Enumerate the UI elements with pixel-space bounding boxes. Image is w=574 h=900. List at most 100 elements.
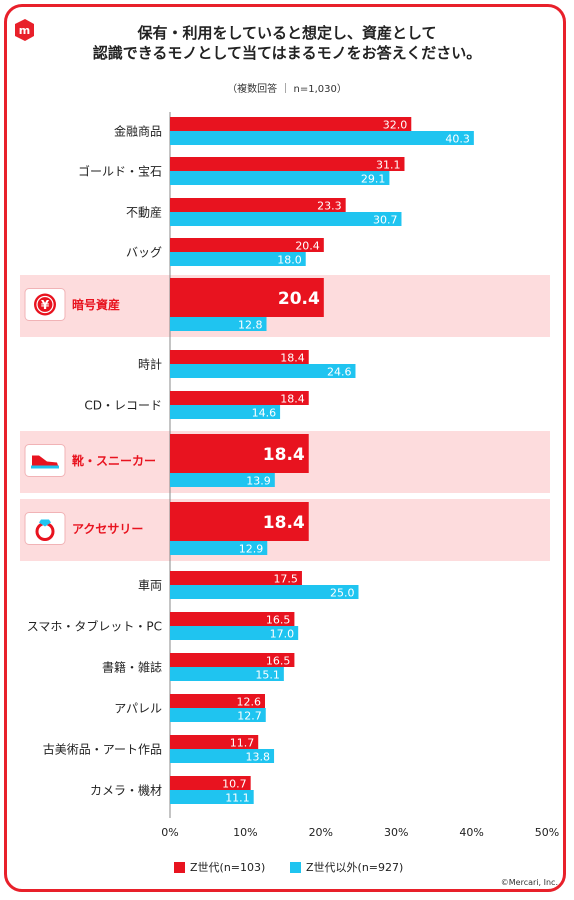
yen-coin-ring	[36, 295, 54, 314]
category-label-highlighted: アクセサリー	[72, 522, 143, 536]
data-label-z: 12.6	[237, 696, 262, 709]
category-label: バッグ	[126, 246, 162, 260]
data-label-z: 18.4	[280, 393, 305, 406]
yen-symbol: ¥	[41, 298, 50, 312]
x-tick-label: 30%	[384, 826, 408, 839]
bar-non-z-generation	[170, 749, 275, 763]
sample-note: （複数回答 ｜ n=1,030）	[227, 84, 347, 95]
mercari-logo-icon: m	[15, 19, 34, 41]
x-tick-label: 50%	[535, 826, 559, 839]
bar-z-generation	[170, 117, 412, 131]
bar-z-generation	[170, 571, 302, 585]
bar-z-generation	[170, 434, 309, 473]
data-label-z: 18.4	[263, 445, 305, 465]
bar-non-z-generation	[170, 626, 299, 640]
data-label-non-z: 12.7	[237, 710, 262, 723]
bar-non-z-generation	[170, 252, 306, 266]
data-label-z: 10.7	[222, 778, 247, 791]
copyright: ©Mercari, Inc.	[500, 878, 558, 887]
category-label: スマホ・タブレット・PC	[27, 619, 162, 634]
bar-non-z-generation	[170, 405, 281, 419]
data-label-non-z: 17.0	[270, 628, 295, 641]
data-label-non-z: 29.1	[361, 173, 386, 186]
data-label-non-z: 30.7	[373, 214, 398, 227]
data-label-non-z: 40.3	[445, 133, 470, 146]
category-label: 車両	[138, 579, 162, 593]
bar-non-z-generation	[170, 790, 254, 804]
bar-z-generation	[170, 198, 346, 212]
legend-swatch-other	[290, 861, 301, 873]
data-label-non-z: 12.8	[238, 319, 263, 332]
sneaker-sole	[31, 465, 59, 469]
data-label-non-z: 13.8	[246, 751, 271, 764]
sneaker-icon	[32, 455, 58, 466]
x-tick-label: 0%	[161, 826, 178, 839]
category-label-highlighted: 靴・スニーカー	[72, 453, 156, 468]
category-label: ゴールド・宝石	[78, 164, 162, 179]
data-label-z: 16.5	[266, 655, 291, 668]
data-label-non-z: 14.6	[252, 407, 277, 420]
data-label-z: 11.7	[230, 737, 255, 750]
legend-item-z: Z世代(n=103)	[174, 859, 265, 875]
bar-z-generation	[170, 502, 309, 541]
legend-swatch-z	[174, 861, 185, 873]
chart-title-line-2: 認識できるモノとして当てはまるモノをお答えください。	[92, 44, 482, 62]
data-label-non-z: 11.1	[225, 792, 250, 805]
x-tick-label: 40%	[459, 826, 483, 839]
category-label: 古美術品・アート作品	[43, 742, 162, 757]
category-label: 金融商品	[114, 124, 162, 139]
bar-z-generation	[170, 612, 295, 626]
bar-non-z-generation	[170, 171, 390, 185]
bar-z-generation	[170, 238, 324, 252]
data-label-z: 18.4	[263, 513, 305, 533]
bar-z-generation	[170, 157, 405, 171]
icon-card	[24, 512, 66, 545]
data-label-non-z: 25.0	[330, 587, 355, 600]
legend-label-z: Z世代(n=103)	[190, 861, 266, 874]
data-label-z: 20.4	[278, 289, 320, 309]
legend-label-other: Z世代以外(n=927)	[306, 861, 404, 874]
x-tick-label: 10%	[233, 826, 257, 839]
bar-z-generation	[170, 653, 295, 667]
bar-non-z-generation	[170, 667, 284, 681]
bar-non-z-generation	[170, 473, 275, 487]
data-label-z: 20.4	[295, 240, 320, 253]
category-label: 時計	[138, 357, 162, 372]
data-label-z: 32.0	[383, 119, 408, 132]
bar-non-z-generation	[170, 317, 267, 331]
data-label-non-z: 15.1	[255, 669, 280, 682]
bar-non-z-generation	[170, 364, 356, 378]
bar-z-generation	[170, 350, 309, 364]
data-label-z: 17.5	[273, 573, 298, 586]
bar-z-generation	[170, 694, 266, 708]
bar-non-z-generation	[170, 212, 402, 226]
category-label: アパレル	[114, 702, 162, 716]
bar-non-z-generation	[170, 708, 266, 722]
data-label-z: 16.5	[266, 614, 291, 627]
data-label-non-z: 18.0	[277, 254, 302, 267]
outer-frame	[4, 4, 566, 892]
bar-z-generation	[170, 776, 251, 790]
category-label: カメラ・機材	[90, 783, 162, 798]
bar-z-generation	[170, 735, 259, 749]
data-label-z: 23.3	[317, 200, 342, 213]
category-label: CD・レコード	[84, 399, 162, 413]
data-label-non-z: 24.6	[327, 366, 352, 379]
category-label: 不動産	[126, 205, 162, 220]
bar-non-z-generation	[170, 131, 474, 145]
data-label-non-z: 13.9	[246, 475, 271, 488]
data-label-z: 31.1	[376, 159, 401, 172]
bar-z-generation	[170, 278, 324, 317]
category-label: 書籍・雑誌	[102, 660, 162, 675]
ring-gem	[39, 519, 51, 527]
bar-non-z-generation	[170, 541, 268, 555]
data-label-non-z: 12.9	[239, 543, 264, 556]
bar-non-z-generation	[170, 585, 359, 599]
x-tick-label: 20%	[309, 826, 333, 839]
data-label-z: 18.4	[280, 352, 305, 365]
bar-z-generation	[170, 391, 309, 405]
svg-text:m: m	[19, 24, 30, 37]
legend-item-other: Z世代以外(n=927)	[290, 859, 403, 875]
category-label-highlighted: 暗号資産	[72, 297, 120, 312]
